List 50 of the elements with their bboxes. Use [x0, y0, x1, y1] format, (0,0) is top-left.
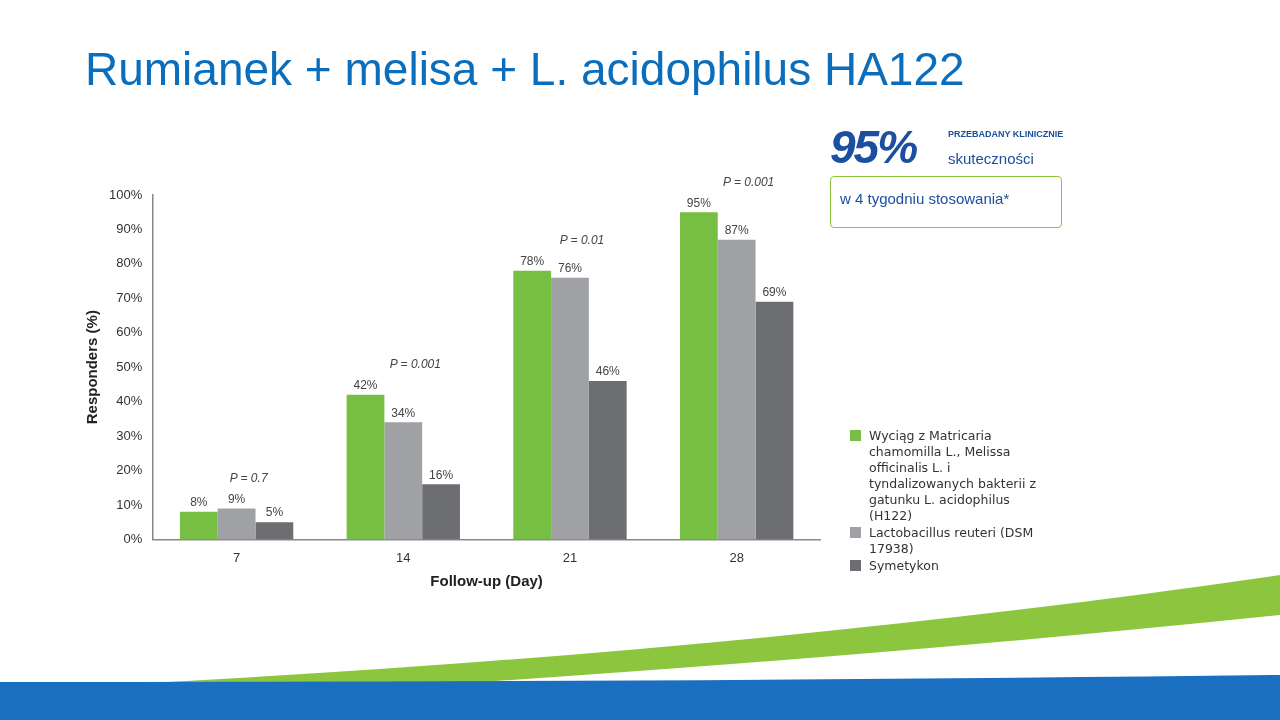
data-label: 9%: [227, 491, 246, 506]
data-label: 87%: [724, 223, 749, 238]
annotation: P = 0.001: [389, 357, 441, 372]
bar: [422, 484, 460, 540]
data-label: 95%: [686, 195, 712, 210]
y-tick-label: 50%: [116, 358, 143, 374]
x-axis-title: Follow-up (Day): [430, 572, 543, 590]
bar: [179, 511, 218, 540]
data-label: 78%: [520, 254, 545, 269]
bar: [513, 270, 552, 540]
chart-title: Rumianek + melisa + L. acidophilus HA122: [85, 42, 965, 96]
data-label: 16%: [429, 467, 454, 482]
x-tick-label: 7: [232, 549, 241, 565]
y-tick-label: 10%: [116, 496, 143, 512]
legend-label: Wyciąg z Matricaria chamomilla L., Melissa officinalis L. i tyndalizowanych bakterii z gatunku L. acidophilus (H122): [869, 428, 1037, 524]
annotation: P = 0.01: [559, 233, 605, 248]
bar: [384, 422, 423, 540]
data-label: 69%: [762, 285, 787, 300]
legend-label: Lactobacillus reuteri (DSM 17938): [869, 525, 1035, 557]
data-label: 34%: [391, 405, 416, 420]
y-tick-label: 20%: [116, 462, 143, 478]
bar: [755, 301, 794, 540]
y-tick-label: 0%: [123, 530, 143, 546]
x-tick-label: 28: [729, 549, 744, 565]
x-tick-label: 21: [562, 549, 578, 565]
annotation: P = 0.7: [229, 470, 269, 485]
y-axis-title: Responders (%): [83, 310, 101, 425]
bar: [588, 380, 627, 540]
legend-label: Symetykon: [869, 558, 939, 574]
bar: [717, 239, 756, 540]
data-label: 5%: [265, 505, 284, 520]
text: P = 0.001: [723, 174, 775, 189]
bar: [551, 277, 589, 540]
y-tick-label: 60%: [116, 324, 143, 340]
data-label: 42%: [353, 378, 378, 393]
data-label: 76%: [557, 260, 583, 275]
bar: [255, 522, 294, 540]
bar: [217, 508, 256, 540]
bar: [679, 212, 718, 540]
y-tick-label: 100%: [109, 186, 143, 202]
data-label: 46%: [595, 364, 621, 379]
y-tick-label: 80%: [116, 255, 143, 271]
y-tick-label: 90%: [116, 221, 143, 237]
y-tick-label: 30%: [116, 427, 143, 443]
bar: [346, 394, 385, 540]
efficacy-badge: 95% PRZEBADANY KLINICZNIE skuteczności w 4 tygodniu stosowania*: [830, 120, 1090, 230]
x-tick-label: 14: [396, 549, 411, 565]
data-label: 8%: [190, 495, 208, 510]
y-tick-label: 40%: [116, 393, 143, 409]
y-tick-label: 70%: [116, 289, 143, 305]
